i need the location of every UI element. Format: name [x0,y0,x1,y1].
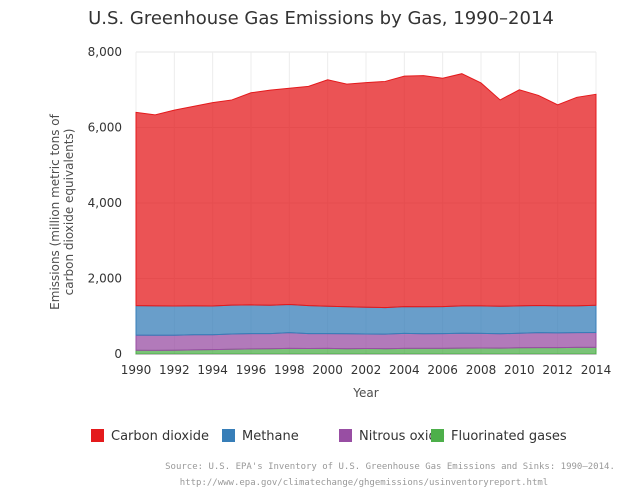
x-tick-label: 1994 [197,363,228,377]
x-tick-label: 2012 [542,363,573,377]
y-axis-label: Emissions (million metric tons of carbon… [48,113,76,309]
y-axis-ticks: 0 2,000 4,000 6,000 8,000 [88,45,122,361]
legend-label: Nitrous oxide [359,429,445,444]
x-tick-label: 1996 [236,363,267,377]
y-axis-label-line1: Emissions (million metric tons of [48,113,62,309]
x-tick-label: 2010 [504,363,535,377]
y-tick-label: 4,000 [88,196,122,210]
legend-swatch [431,429,444,442]
legend-item-fluorinated-gases[interactable]: Fluorinated gases [431,429,567,444]
legend-item-methane[interactable]: Methane [222,429,299,444]
x-tick-label: 2008 [466,363,497,377]
legend-label: Fluorinated gases [451,429,567,444]
x-tick-label: 2000 [312,363,343,377]
legend: Carbon dioxide Methane Nitrous oxide Fluori… [91,429,567,444]
legend-item-carbon-dioxide[interactable]: Carbon dioxide [91,429,209,444]
stacked-areas [135,73,597,355]
x-tick-label: 2004 [389,363,420,377]
y-tick-label: 8,000 [88,45,122,59]
source-url: http://www.epa.gov/climatechange/ghgemis… [180,478,548,488]
legend-item-nitrous-oxide[interactable]: Nitrous oxide [339,429,445,444]
x-tick-label: 1990 [121,363,152,377]
x-axis-label: Year [352,386,378,400]
y-tick-label: 6,000 [88,121,122,135]
legend-swatch [222,429,235,442]
chart-title: U.S. Greenhouse Gas Emissions by Gas, 19… [88,8,554,29]
legend-swatch [339,429,352,442]
area-methane [135,304,597,336]
x-tick-label: 2002 [351,363,382,377]
x-tick-label: 2006 [427,363,458,377]
x-tick-label: 1998 [274,363,305,377]
y-tick-label: 2,000 [88,272,122,286]
x-tick-label: 1992 [159,363,190,377]
legend-swatch [91,429,104,442]
legend-label: Carbon dioxide [111,429,209,444]
legend-label: Methane [242,429,299,444]
source-line: Source: U.S. EPA's Inventory of U.S. Gre… [165,462,615,472]
y-tick-label: 0 [114,347,122,361]
y-axis-label-line2: carbon dioxide equivalents) [62,129,76,296]
x-tick-label: 2014 [581,363,612,377]
area-carbon-dioxide [135,73,597,309]
x-axis-ticks: 1990 1992 1994 1996 1998 2000 2002 2004 2006 2008… [121,363,612,377]
